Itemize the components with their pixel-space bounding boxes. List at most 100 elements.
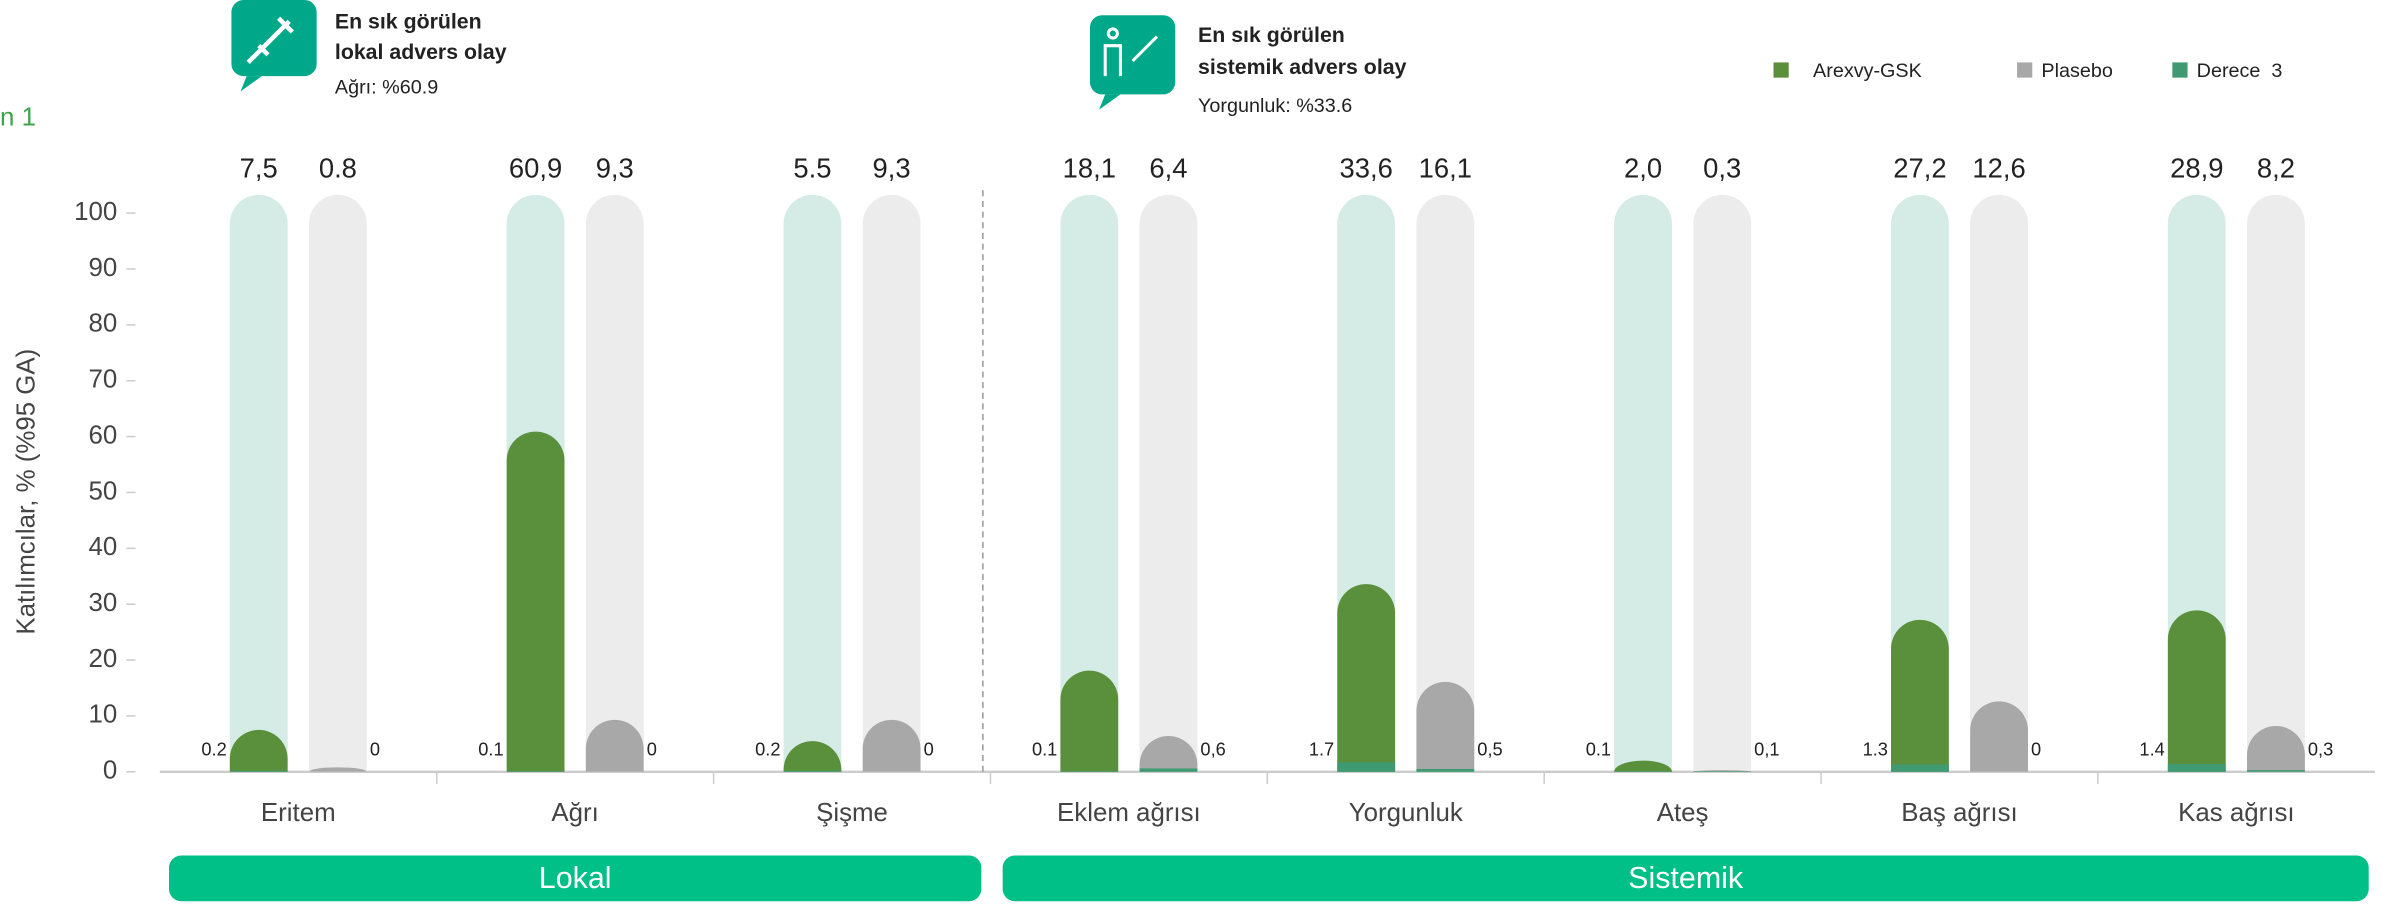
bar xyxy=(1890,619,1949,772)
x-tick-label: Eklem ağrısı xyxy=(1057,799,1201,827)
track xyxy=(1416,194,1475,772)
track xyxy=(1139,194,1198,772)
y-tick-label: 70 xyxy=(88,366,117,394)
value-label: 9,3 xyxy=(596,153,634,184)
x-tick-label: Eritem xyxy=(261,799,336,827)
grade3-label: 0.2 xyxy=(755,738,780,759)
x-tick-label: Baş ağrısı xyxy=(1901,799,2017,827)
value-label: 18,1 xyxy=(1063,153,1116,184)
track xyxy=(862,194,921,772)
value-label: 28,9 xyxy=(2170,153,2223,184)
track xyxy=(1060,194,1119,772)
grade3-bar xyxy=(1416,769,1475,772)
legend-label: Derece 3 xyxy=(2197,60,2283,82)
track xyxy=(1693,194,1752,772)
grade3-bar xyxy=(2167,763,2226,772)
bar xyxy=(308,767,367,772)
track xyxy=(2247,194,2305,772)
y-tick-label: 40 xyxy=(88,533,117,561)
y-tick-label: 0 xyxy=(103,757,117,785)
track xyxy=(1970,194,2028,772)
grade3-label: 0 xyxy=(370,738,380,759)
y-tick-label: 90 xyxy=(88,254,117,282)
legend-swatch xyxy=(2172,62,2188,78)
y-tick-label: 100 xyxy=(74,198,117,226)
x-tick-label: Şişme xyxy=(816,799,888,827)
value-label: 27,2 xyxy=(1893,153,1946,184)
grade3-bar xyxy=(1693,771,1752,772)
y-tick-label: 10 xyxy=(88,701,117,729)
grade3-bar xyxy=(506,771,565,772)
grade3-bar xyxy=(2247,770,2305,772)
grade3-label: 0.1 xyxy=(478,738,503,759)
callout-title: En sık görülen xyxy=(335,9,482,33)
track xyxy=(1614,194,1672,772)
group-band xyxy=(169,855,982,902)
grade3-label: 0.1 xyxy=(1586,738,1611,759)
value-label: 2,0 xyxy=(1624,153,1662,184)
bar xyxy=(229,729,288,772)
bar xyxy=(506,431,565,772)
callout-title: sistemik advers olay xyxy=(1198,55,1407,79)
grade3-bar xyxy=(1890,764,1949,772)
callout-detail: Ağrı: %60.9 xyxy=(335,77,438,99)
grade3-label: 0.2 xyxy=(201,738,226,759)
y-axis-label: Katılımcılar, % (%95 GA) xyxy=(12,349,40,635)
grade3-bar xyxy=(1337,762,1396,772)
y-tick-label: 20 xyxy=(88,645,117,673)
grade3-label: 0,1 xyxy=(1754,738,1779,759)
grade3-label: 0 xyxy=(2031,738,2041,759)
group-label: Lokal xyxy=(539,861,612,895)
callout-title: lokal advers olay xyxy=(335,40,507,64)
y-tick-label: 30 xyxy=(88,589,117,617)
x-tick-label: Yorgunluk xyxy=(1349,799,1463,827)
bar xyxy=(2167,610,2226,772)
bar xyxy=(1614,760,1672,772)
callout-detail: Yorgunluk: %33.6 xyxy=(1198,95,1352,117)
value-label: 60,9 xyxy=(509,153,562,184)
bar xyxy=(1970,701,2028,772)
grade3-label: 0,3 xyxy=(2308,738,2333,759)
x-tick-label: Ateş xyxy=(1657,799,1709,827)
callout-icon xyxy=(231,0,1176,110)
y-tick-label: 60 xyxy=(88,421,117,449)
legend-swatch xyxy=(1773,62,1789,78)
track xyxy=(308,194,367,772)
value-label: 7,5 xyxy=(240,153,278,184)
track xyxy=(585,194,644,772)
bar xyxy=(585,719,644,772)
grade3-bar xyxy=(229,770,288,772)
grade3-label: 1.4 xyxy=(2139,738,2164,759)
value-label: 8,2 xyxy=(2257,153,2295,184)
grade3-label: 0,5 xyxy=(1477,738,1502,759)
grade3-bar xyxy=(1060,771,1119,772)
value-label: 33,6 xyxy=(1340,153,1393,184)
value-label: 12,6 xyxy=(1972,153,2025,184)
track xyxy=(783,194,842,772)
y-tick-label: 50 xyxy=(88,477,117,505)
bar xyxy=(783,741,842,772)
y-tick-label: 80 xyxy=(88,310,117,338)
value-label: 0.8 xyxy=(319,153,357,184)
legend-swatch xyxy=(2017,62,2033,78)
grade3-label: 0.1 xyxy=(1032,738,1057,759)
group-label: Sistemik xyxy=(1628,861,1744,895)
grade3-bar xyxy=(1139,768,1198,772)
bar xyxy=(862,719,921,772)
legend-label: Plasebo xyxy=(2041,60,2112,82)
grade3-bar xyxy=(783,770,842,772)
group-band xyxy=(1002,855,2369,902)
value-label: 9,3 xyxy=(873,153,911,184)
bar xyxy=(2247,725,2305,772)
bar xyxy=(1139,736,1198,772)
track xyxy=(229,194,288,772)
grade3-label: 0 xyxy=(924,738,934,759)
bar xyxy=(1060,670,1119,772)
callout-title: En sık görülen xyxy=(1198,23,1345,47)
bar xyxy=(1337,584,1396,772)
value-label: 16,1 xyxy=(1419,153,1472,184)
grade3-label: 1.3 xyxy=(1863,738,1888,759)
corner-text: n 1 xyxy=(0,104,36,132)
bar xyxy=(1416,681,1475,772)
